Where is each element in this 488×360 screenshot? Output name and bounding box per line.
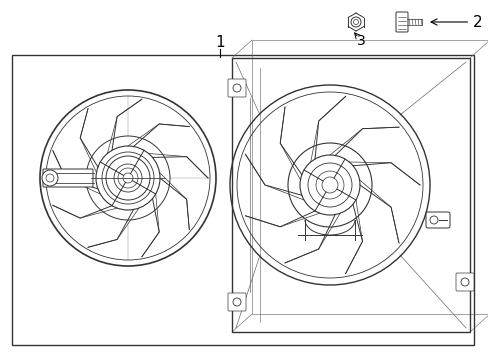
Text: 3: 3 xyxy=(356,34,365,48)
Text: 2: 2 xyxy=(430,14,482,30)
FancyBboxPatch shape xyxy=(455,273,473,291)
FancyBboxPatch shape xyxy=(43,169,93,187)
Text: 1: 1 xyxy=(215,35,224,50)
FancyBboxPatch shape xyxy=(227,79,245,97)
FancyBboxPatch shape xyxy=(395,12,407,32)
Bar xyxy=(12,55,473,345)
FancyBboxPatch shape xyxy=(227,293,245,311)
FancyBboxPatch shape xyxy=(425,212,449,228)
Circle shape xyxy=(42,170,58,186)
